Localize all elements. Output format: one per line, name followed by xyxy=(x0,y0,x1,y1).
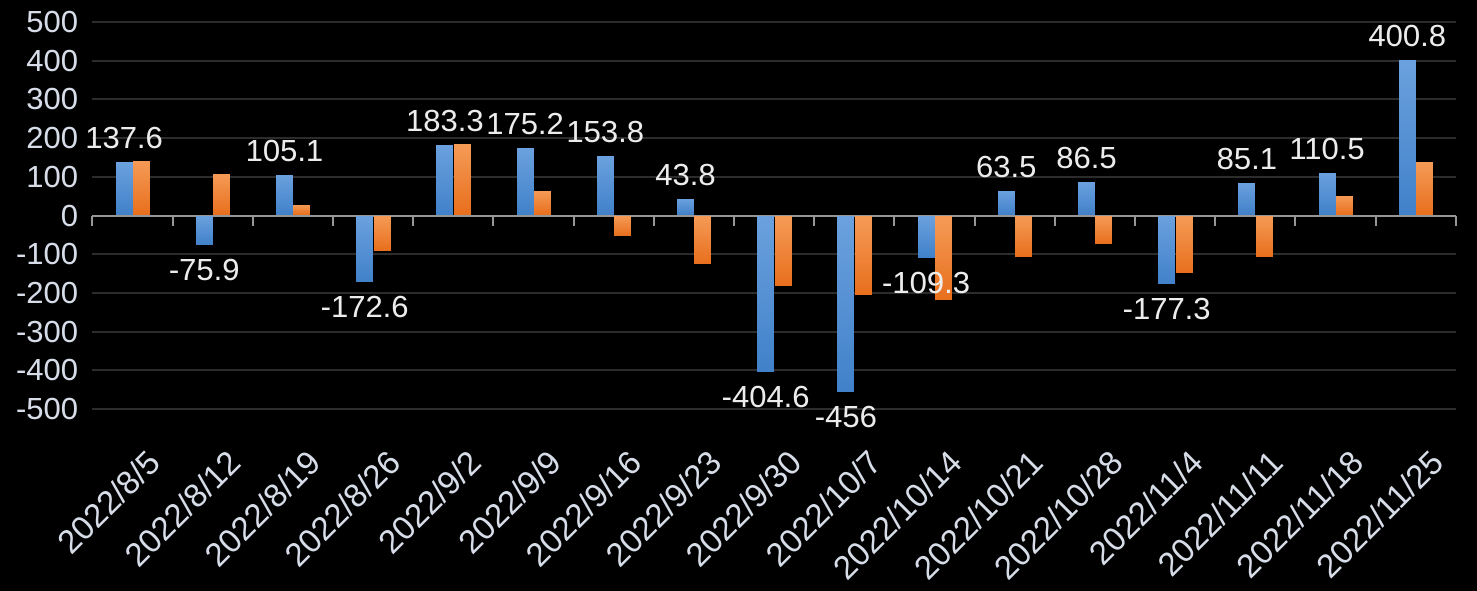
blue-series-bar-2022/8/5 xyxy=(115,162,133,216)
x-axis-tick xyxy=(652,215,655,226)
x-axis-tick xyxy=(1294,215,1297,226)
blue-series-bar-2022/9/16 xyxy=(596,155,614,216)
x-axis-tick xyxy=(572,215,575,226)
blue-series-bar-2022/9/9 xyxy=(516,147,534,216)
x-axis-tick xyxy=(91,215,94,226)
data-label-2022/8/26: -172.6 xyxy=(320,289,409,325)
y-axis-label-400: 400 xyxy=(26,42,78,78)
y-axis-label--300: -300 xyxy=(15,313,78,349)
orange-series-bar-2022/9/2 xyxy=(453,144,471,216)
x-axis-tick xyxy=(813,215,816,226)
y-axis-label--100: -100 xyxy=(15,236,78,272)
gridline-500 xyxy=(92,21,1456,23)
y-axis-label-500: 500 xyxy=(26,4,78,39)
blue-series-bar-2022/10/28 xyxy=(1077,182,1095,216)
orange-series-bar-2022/9/16 xyxy=(614,215,632,236)
blue-series-bar-2022/10/14 xyxy=(917,215,935,258)
data-label-2022/9/30: -404.6 xyxy=(721,379,810,415)
y-axis-label--400: -400 xyxy=(15,352,78,388)
gridline-400 xyxy=(92,59,1456,62)
y-axis-label--200: -200 xyxy=(15,274,78,310)
orange-series-bar-2022/9/23 xyxy=(694,215,712,265)
gridline-200 xyxy=(92,137,1456,140)
y-axis-label-100: 100 xyxy=(26,158,78,194)
y-axis-label--500: -500 xyxy=(15,391,78,426)
data-label-2022/11/25: 400.8 xyxy=(1368,18,1446,54)
x-axis-tick xyxy=(171,215,174,226)
data-label-2022/10/28: 86.5 xyxy=(1056,140,1117,176)
x-axis-tick xyxy=(332,215,334,226)
blue-series-bar-2022/11/25 xyxy=(1398,60,1416,216)
orange-series-bar-2022/11/4 xyxy=(1175,215,1193,273)
orange-series-bar-2022/10/21 xyxy=(1015,215,1033,257)
data-label-2022/10/14: -109.3 xyxy=(882,264,970,300)
orange-series-bar-2022/9/30 xyxy=(774,215,792,286)
orange-series-bar-2022/10/14 xyxy=(935,215,952,300)
blue-series-bar-2022/11/4 xyxy=(1158,215,1176,285)
orange-series-bar-2022/10/7 xyxy=(854,215,872,295)
blue-series-bar-2022/8/26 xyxy=(356,215,374,283)
x-axis-tick xyxy=(973,215,976,226)
x-axis-tick xyxy=(1374,215,1377,226)
data-label-2022/11/4: -177.3 xyxy=(1122,291,1211,327)
x-axis-tick xyxy=(1454,215,1457,226)
orange-series-bar-2022/11/18 xyxy=(1336,196,1353,216)
data-label-2022/8/12: -75.9 xyxy=(168,251,240,287)
data-label-2022/10/21: 63.5 xyxy=(976,148,1037,184)
y-axis-label-0: 0 xyxy=(60,197,78,233)
orange-series-bar-2022/8/26 xyxy=(373,215,391,252)
orange-series-bar-2022/9/9 xyxy=(534,191,551,216)
data-label-2022/8/5: 137.6 xyxy=(85,120,163,156)
y-axis-label-200: 200 xyxy=(26,120,78,156)
blue-series-bar-2022/11/18 xyxy=(1318,172,1336,216)
x-axis-tick xyxy=(1134,215,1136,226)
x-axis-tick xyxy=(1214,215,1217,226)
data-label-2022/11/11: 85.1 xyxy=(1216,140,1277,176)
x-axis-tick xyxy=(251,215,254,226)
gridline--500 xyxy=(92,408,1456,410)
orange-series-bar-2022/11/11 xyxy=(1255,215,1273,257)
data-label-2022/9/9: 175.2 xyxy=(486,105,564,141)
x-axis-tick xyxy=(1053,215,1056,226)
x-axis-tick xyxy=(893,215,896,226)
data-label-2022/9/16: 153.8 xyxy=(566,113,644,149)
data-label-2022/9/23: 43.8 xyxy=(655,156,716,192)
y-axis-label-300: 300 xyxy=(26,81,78,117)
x-axis-tick xyxy=(412,215,415,226)
orange-series-bar-2022/8/5 xyxy=(133,161,150,216)
x-axis-tick xyxy=(492,215,495,226)
blue-series-bar-2022/10/21 xyxy=(997,190,1015,216)
orange-series-bar-2022/8/19 xyxy=(293,205,311,216)
orange-series-bar-2022/10/28 xyxy=(1095,215,1113,245)
gridline-100 xyxy=(92,175,1456,178)
blue-series-bar-2022/8/19 xyxy=(275,174,293,216)
blue-series-bar-2022/8/12 xyxy=(195,215,213,245)
data-label-2022/8/19: 105.1 xyxy=(245,132,324,168)
blue-series-bar-2022/9/23 xyxy=(676,198,694,216)
data-label-2022/10/7: -456 xyxy=(814,398,877,434)
blue-series-bar-2022/9/30 xyxy=(757,215,775,373)
blue-series-bar-2022/10/7 xyxy=(837,215,855,392)
x-axis-tick xyxy=(733,215,735,226)
orange-series-bar-2022/8/12 xyxy=(213,173,231,216)
orange-series-bar-2022/11/25 xyxy=(1416,161,1434,216)
data-label-2022/11/18: 110.5 xyxy=(1289,130,1365,166)
blue-series-bar-2022/11/11 xyxy=(1238,182,1256,216)
gridline-300 xyxy=(92,98,1456,101)
data-label-2022/9/2: 183.3 xyxy=(406,102,484,138)
blue-series-bar-2022/9/2 xyxy=(436,144,454,216)
